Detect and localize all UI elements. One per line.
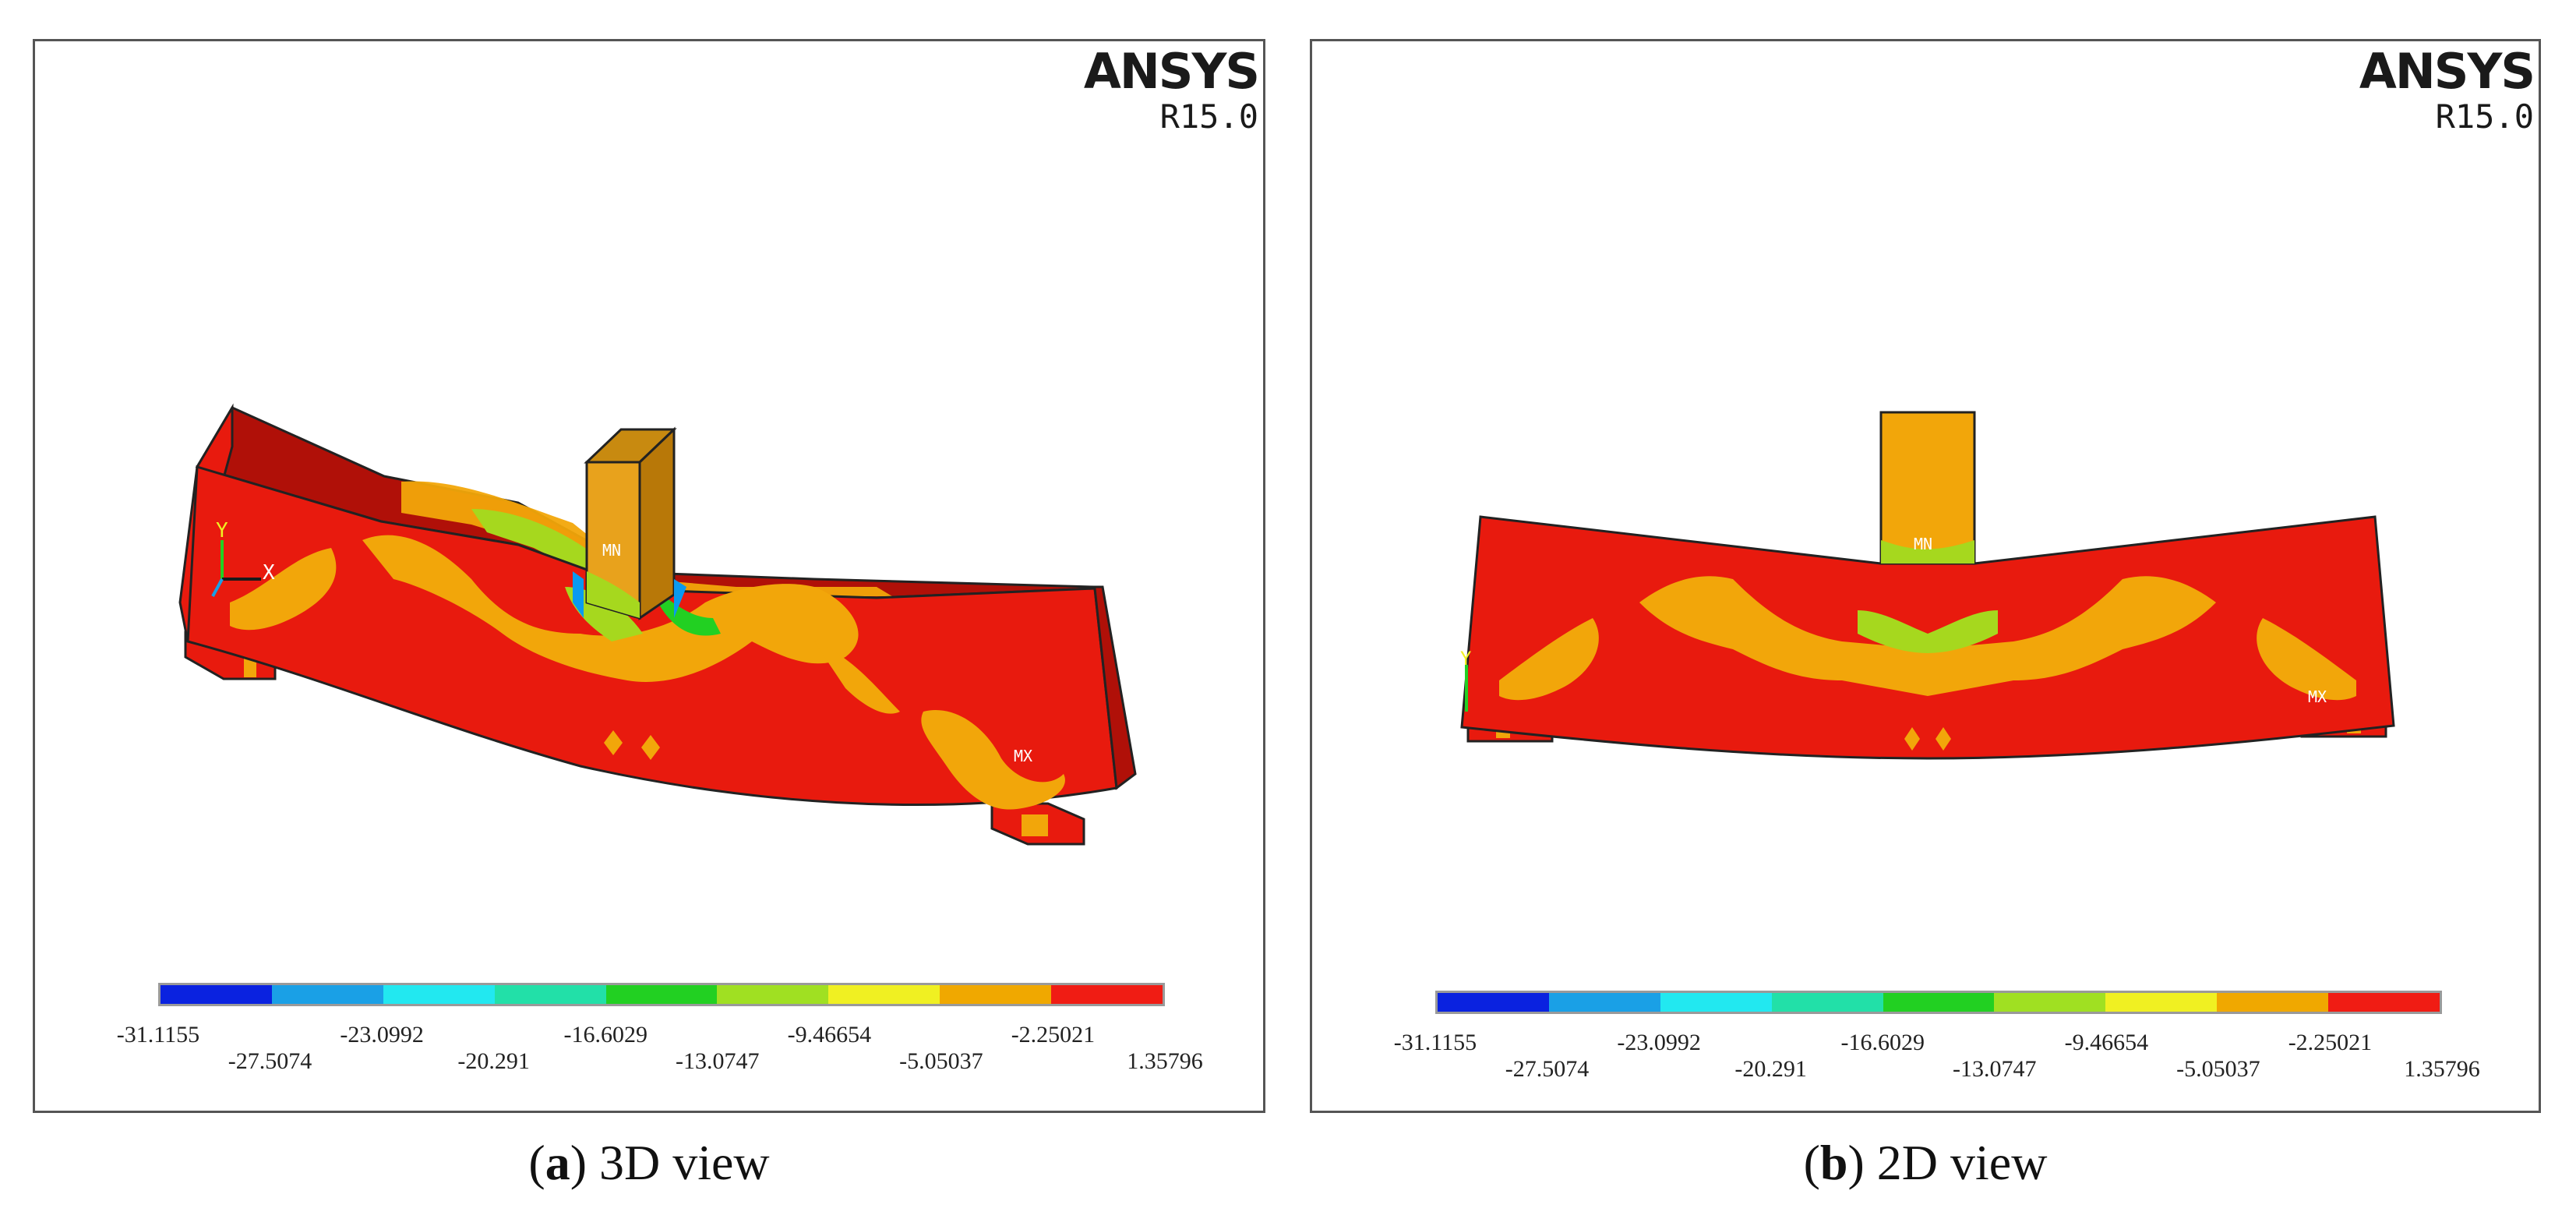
legend-swatch (605, 985, 718, 1004)
contour-left-1 (230, 548, 337, 631)
right-support-patch (1022, 814, 1048, 836)
legend-label-lower: -20.291 (1734, 1056, 1807, 1082)
brand-version: R15.0 (1159, 97, 1258, 136)
legend-label-upper: -2.25021 (2288, 1030, 2373, 1055)
contour-spot-1 (1904, 727, 1920, 751)
legend-label-lower: 1.35796 (2404, 1056, 2480, 1082)
triad-y-label: Y (1460, 648, 1472, 670)
load-block-side (638, 426, 676, 620)
legend-label-upper: -2.25021 (1011, 1022, 1096, 1048)
brand-name: ANSYS (1083, 43, 1260, 100)
contour-center-band (1639, 576, 2216, 696)
ansys-logo: ANSYS R15.0 (1083, 43, 1260, 136)
legend-label-upper: -9.46654 (787, 1022, 872, 1048)
legend-label-lower: -20.291 (457, 1048, 530, 1074)
legend-label-lower: -5.05037 (2176, 1056, 2260, 1082)
legend-swatch (494, 985, 606, 1004)
legend-label-upper: -31.1155 (1393, 1030, 1477, 1055)
color-legend-bar (1435, 991, 2442, 1014)
triad-y-label: Y (216, 519, 228, 542)
legend-swatch (383, 985, 495, 1004)
legend-swatch (2217, 993, 2329, 1012)
contour-left (1499, 618, 1599, 701)
caption-open: ( (528, 1135, 545, 1190)
legend-swatch (940, 985, 1052, 1004)
triad-z-axis (211, 578, 224, 597)
color-legend-bar (158, 983, 1165, 1006)
triad-x-label: X (263, 561, 275, 585)
beam-3d-model: Y X MN MX (178, 403, 1137, 846)
legend-swatch (271, 985, 383, 1004)
block-edge-blue (573, 571, 584, 618)
legend-label-upper: -9.46654 (2064, 1030, 2149, 1055)
panel-2d-view: ANSYS R15.0 Y MN MX -31.1155 -23.0992 -16.… (1310, 39, 2541, 1113)
contour-spot-2 (1936, 727, 1951, 751)
legend-swatch (828, 985, 940, 1004)
caption-text: ) 2D view (1847, 1135, 2048, 1190)
max-marker: MX (1014, 747, 1032, 765)
legend-label-lower: -5.05037 (899, 1048, 983, 1074)
legend-label-upper: -16.6029 (1840, 1030, 1925, 1055)
legend-swatch (1883, 993, 1995, 1012)
legend-swatch (1548, 993, 1660, 1012)
min-marker: MN (602, 541, 621, 560)
legend-label-upper: -23.0992 (340, 1022, 424, 1048)
legend-swatch (161, 985, 272, 1004)
legend-label-upper: -16.6029 (563, 1022, 648, 1048)
legend-label-lower: -13.0747 (676, 1048, 760, 1074)
max-marker: MX (2308, 687, 2327, 706)
load-block-contour (1881, 540, 1974, 564)
caption-a: (a) 3D view (528, 1134, 769, 1192)
color-legend-labels: -31.1155 -23.0992 -16.6029 -9.46654 -2.25021… (1394, 1030, 2480, 1092)
contour-center-green (1858, 610, 1998, 653)
legend-swatch (1660, 993, 1772, 1012)
contour-center-band (362, 535, 859, 682)
caption-text: ) 3D view (570, 1135, 770, 1190)
contour-center-green-2 (651, 587, 721, 636)
block-edge-blue-2 (674, 579, 686, 618)
ansys-logo: ANSYS R15.0 (2359, 43, 2535, 136)
brand-version: R15.0 (2435, 97, 2534, 136)
beam-right-end (1090, 585, 1137, 790)
legend-label-upper: -31.1155 (116, 1022, 200, 1048)
contour-right (2257, 618, 2356, 701)
contour-spot-1 (604, 730, 623, 755)
legend-swatch (1994, 993, 2106, 1012)
contour-right-2 (921, 710, 1065, 810)
legend-label-lower: 1.35796 (1127, 1048, 1203, 1074)
beam-2d-model: Y MN MX (1460, 411, 2395, 760)
load-block-contour (587, 571, 640, 618)
legend-swatch (1051, 985, 1163, 1004)
contour-right-1 (814, 641, 900, 714)
panel-3d-view: ANSYS R15.0 (33, 39, 1265, 1113)
brand-name: ANSYS (2359, 43, 2535, 100)
legend-label-lower: -27.5074 (1505, 1056, 1590, 1082)
legend-swatch (2105, 993, 2218, 1012)
legend-label-upper: -23.0992 (1617, 1030, 1701, 1055)
caption-open: ( (1803, 1135, 1820, 1190)
color-legend-labels: -31.1155 -23.0992 -16.6029 -9.46654 -2.25021… (117, 1022, 1203, 1084)
contour-spot-2 (641, 735, 660, 760)
legend-label-lower: -27.5074 (228, 1048, 312, 1074)
load-block (1879, 411, 1976, 565)
legend-swatch (1438, 993, 1549, 1012)
top-face-contour (401, 481, 892, 596)
legend-swatch (1771, 993, 1883, 1012)
legend-label-lower: -13.0747 (1953, 1056, 2037, 1082)
min-marker: MN (1914, 535, 1932, 553)
caption-b: (b) 2D view (1804, 1134, 2048, 1192)
caption-letter: a (545, 1135, 570, 1190)
legend-swatch (2328, 993, 2440, 1012)
caption-letter: b (1819, 1135, 1848, 1190)
legend-swatch (717, 985, 829, 1004)
contour-center-green (565, 587, 643, 641)
